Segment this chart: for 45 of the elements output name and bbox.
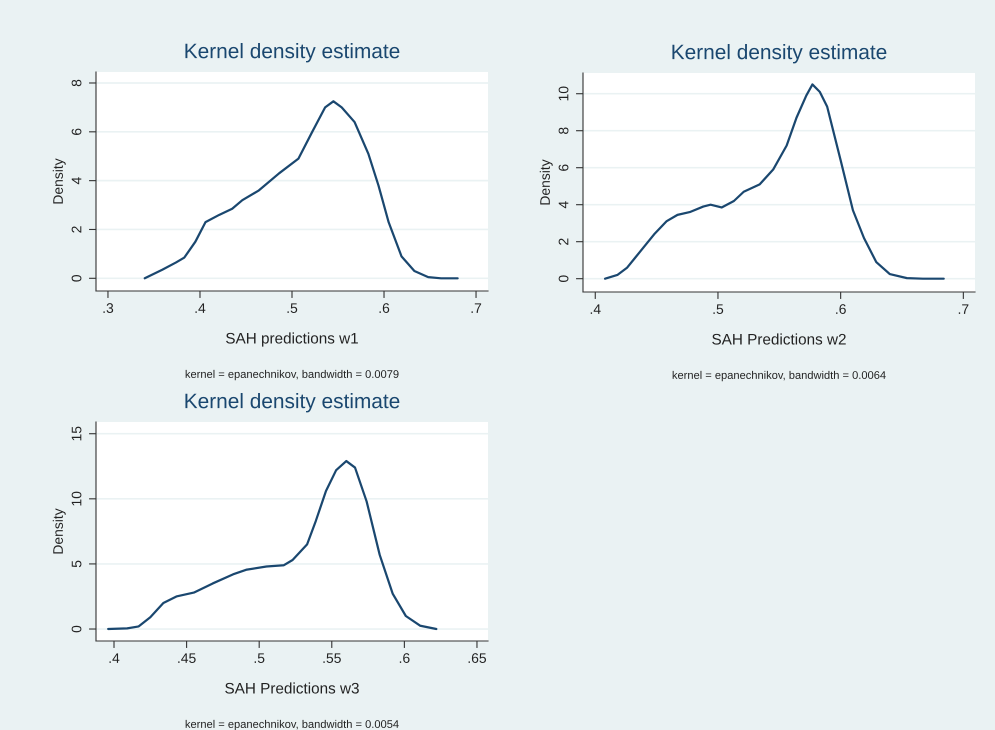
x-tick-label: .6	[400, 653, 410, 664]
x-tick-label: .7	[472, 303, 482, 313]
x-tick-label: .65	[468, 653, 486, 664]
x-tick-label: .55	[323, 653, 341, 664]
y-tick-label: 2	[558, 238, 568, 245]
y-tick-label: 8	[558, 127, 568, 134]
chart-title: Kernel density estimate	[185, 43, 400, 62]
x-tick-label: .4	[590, 304, 601, 314]
line-series	[107, 460, 438, 630]
chart-title: Kernel density estimate	[672, 44, 886, 64]
y-tick-label: 4	[72, 177, 82, 184]
y-tick-label: 4	[558, 201, 568, 208]
x-tick-label: .5	[254, 653, 264, 664]
text: kernel = epanechnikov, bandwidth = 0.0064	[672, 370, 886, 382]
x-tick-label: .6	[836, 304, 846, 314]
x-tick-label: .6	[379, 303, 390, 314]
y-tick-label: 10	[72, 492, 82, 506]
line-series	[144, 100, 459, 280]
text: kernel = epanechnikov, bandwidth = 0.0079	[186, 370, 399, 380]
x-axis-title: SAH predictions w1	[226, 332, 358, 347]
y-tick-label: 5	[72, 560, 82, 568]
y-tick-label: 0	[72, 626, 82, 632]
y-tick-label: 8	[72, 80, 82, 86]
y-axis-title: Density	[52, 158, 66, 204]
x-tick-label: .3	[103, 303, 114, 314]
y-tick-label: 6	[72, 128, 82, 135]
x-axis-title: SAH Predictions w3	[225, 682, 359, 694]
y-tick-label: 15	[72, 426, 82, 440]
y-axis-title: Density	[540, 159, 553, 205]
x-tick-label: .5	[713, 304, 724, 314]
line-series	[604, 83, 945, 280]
x-axis-title: SAH Predictions w2	[712, 333, 846, 345]
x-tick-label: .4	[195, 303, 206, 313]
text: kernel = epanechnikov, bandwidth = 0.0054	[186, 720, 399, 730]
x-tick-label: .4	[109, 653, 120, 663]
y-tick-label: 0	[558, 275, 568, 282]
x-tick-label: .7	[958, 304, 968, 314]
x-tick-label: .5	[287, 303, 298, 314]
y-tick-label: 6	[558, 164, 568, 171]
y-tick-label: 10	[558, 86, 568, 100]
y-tick-label: 0	[72, 274, 82, 282]
y-axis-title: Density	[52, 508, 66, 554]
chart-title: Kernel density estimate	[185, 393, 400, 412]
y-tick-label: 2	[72, 226, 82, 233]
x-tick-label: .45	[178, 653, 196, 664]
